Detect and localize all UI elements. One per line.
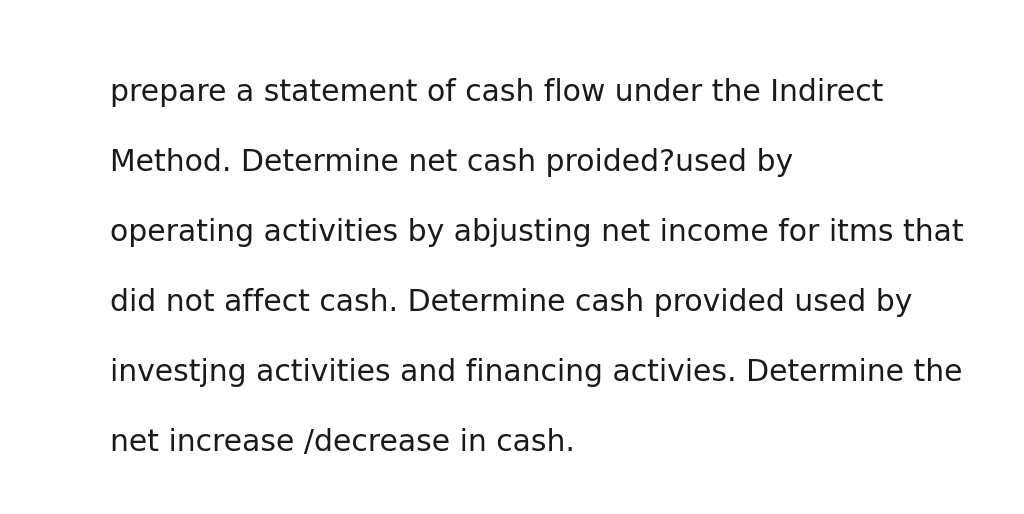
Text: investjng activities and financing activies. Determine the: investjng activities and financing activ… xyxy=(110,358,963,387)
Text: operating activities by abjusting net income for itms that: operating activities by abjusting net in… xyxy=(110,218,964,247)
Text: Method. Determine net cash proided?used by: Method. Determine net cash proided?used … xyxy=(110,148,794,177)
Text: prepare a statement of cash flow under the Indirect: prepare a statement of cash flow under t… xyxy=(110,78,884,107)
Text: did not affect cash. Determine cash provided used by: did not affect cash. Determine cash prov… xyxy=(110,288,912,317)
Text: net increase /decrease in cash.: net increase /decrease in cash. xyxy=(110,428,575,457)
